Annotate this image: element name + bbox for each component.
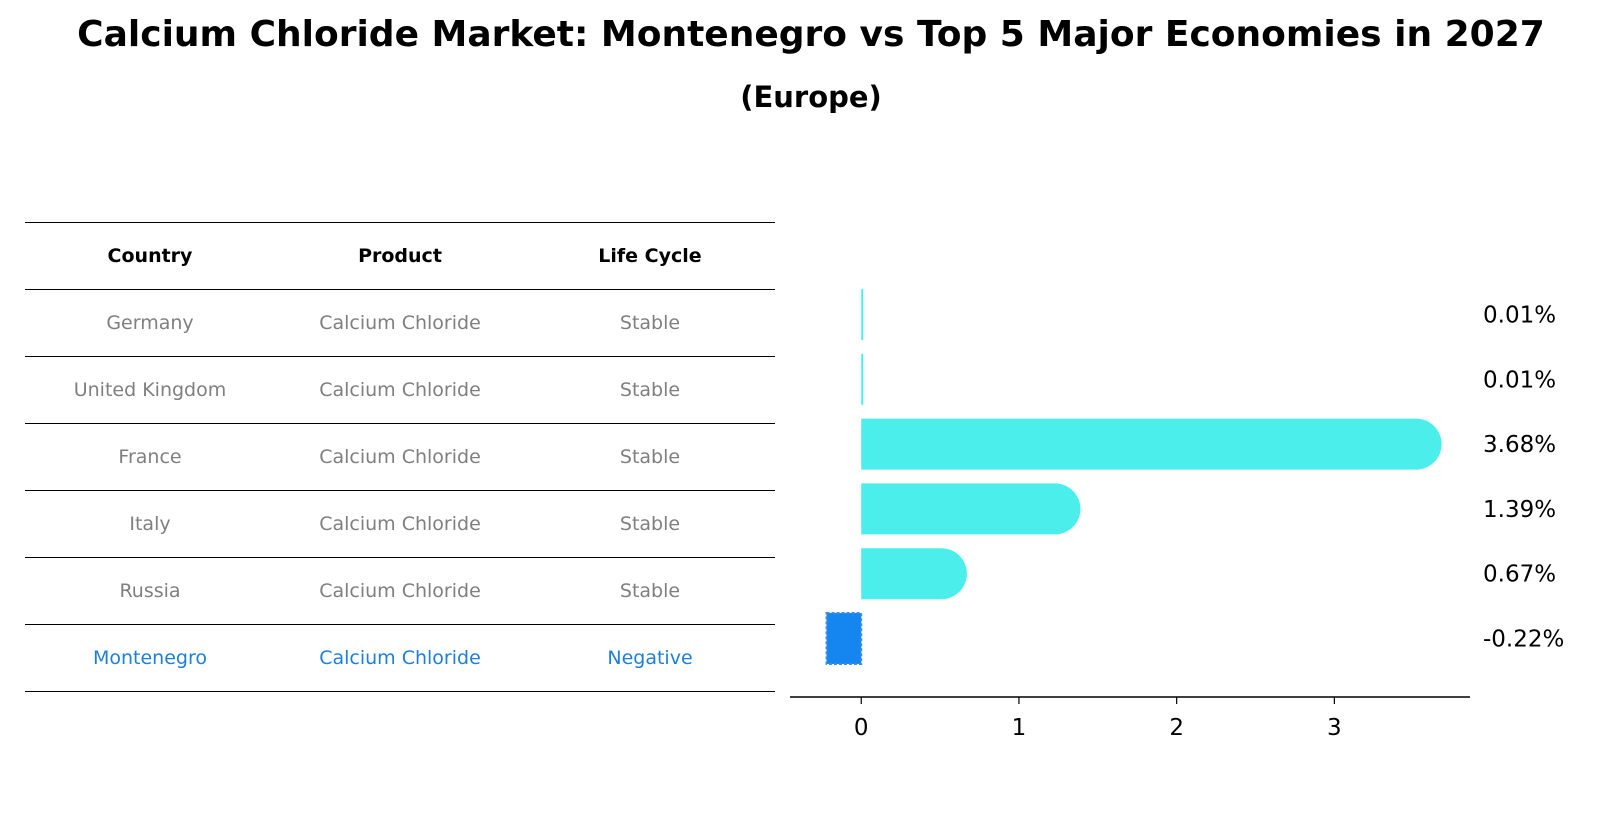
cell-country: Montenegro — [92, 647, 207, 669]
table-row: Germany Calcium Chloride Stable — [25, 290, 775, 357]
cell-product: Calcium Chloride — [319, 446, 481, 468]
data-table: Country Product Life Cycle Germany Calci… — [25, 222, 775, 692]
cell-country: Germany — [106, 312, 194, 334]
data-label: -0.22% — [1483, 627, 1564, 653]
header-country: Country — [107, 245, 193, 267]
bar — [861, 548, 967, 600]
table-row-highlight: Montenegro Calcium Chloride Negative — [25, 625, 775, 692]
bar — [861, 353, 864, 405]
x-tick-label: 0 — [854, 715, 869, 741]
data-label: 0.01% — [1483, 367, 1556, 393]
cell-life-cycle: Stable — [619, 446, 681, 468]
header-life-cycle: Life Cycle — [598, 245, 702, 267]
cell-life-cycle: Stable — [619, 312, 681, 334]
cell-life-cycle: Stable — [619, 513, 681, 535]
data-label: 0.01% — [1483, 303, 1556, 329]
cell-country: France — [118, 446, 182, 468]
table-row: Italy Calcium Chloride Stable — [25, 491, 775, 558]
cell-product: Calcium Chloride — [319, 647, 481, 669]
cell-product: Calcium Chloride — [319, 513, 481, 535]
table-row: France Calcium Chloride Stable — [25, 424, 775, 491]
cell-life-cycle: Stable — [619, 580, 681, 602]
header-product: Product — [358, 245, 442, 267]
chart-subtitle: (Europe) — [740, 80, 882, 114]
cell-life-cycle: Stable — [619, 379, 681, 401]
bar — [861, 289, 864, 340]
data-label: 3.68% — [1483, 432, 1556, 458]
bar — [861, 418, 1442, 470]
table-row: United Kingdom Calcium Chloride Stable — [25, 357, 775, 424]
chart-title: Calcium Chloride Market: Montenegro vs T… — [77, 14, 1545, 55]
data-label: 1.39% — [1483, 497, 1556, 523]
cell-country: United Kingdom — [73, 379, 227, 401]
bar-highlight — [825, 612, 863, 665]
data-label: 0.67% — [1483, 562, 1556, 588]
bar — [861, 483, 1081, 535]
cell-country: Russia — [119, 580, 181, 602]
cell-product: Calcium Chloride — [319, 379, 481, 401]
cell-product: Calcium Chloride — [319, 580, 481, 602]
bar-chart: 0.01% 0.01% 3.68% 1.39% 0.67% -0.22% 0 1 2 3 — [790, 289, 1564, 741]
x-tick-label: 1 — [1012, 715, 1027, 741]
x-tick-label: 2 — [1169, 715, 1184, 741]
cell-country: Italy — [129, 513, 171, 535]
cell-product: Calcium Chloride — [319, 312, 481, 334]
table-header-row: Country Product Life Cycle — [25, 222, 775, 290]
x-tick-label: 3 — [1327, 715, 1342, 741]
cell-life-cycle: Negative — [607, 647, 693, 669]
table-row: Russia Calcium Chloride Stable — [25, 558, 775, 625]
